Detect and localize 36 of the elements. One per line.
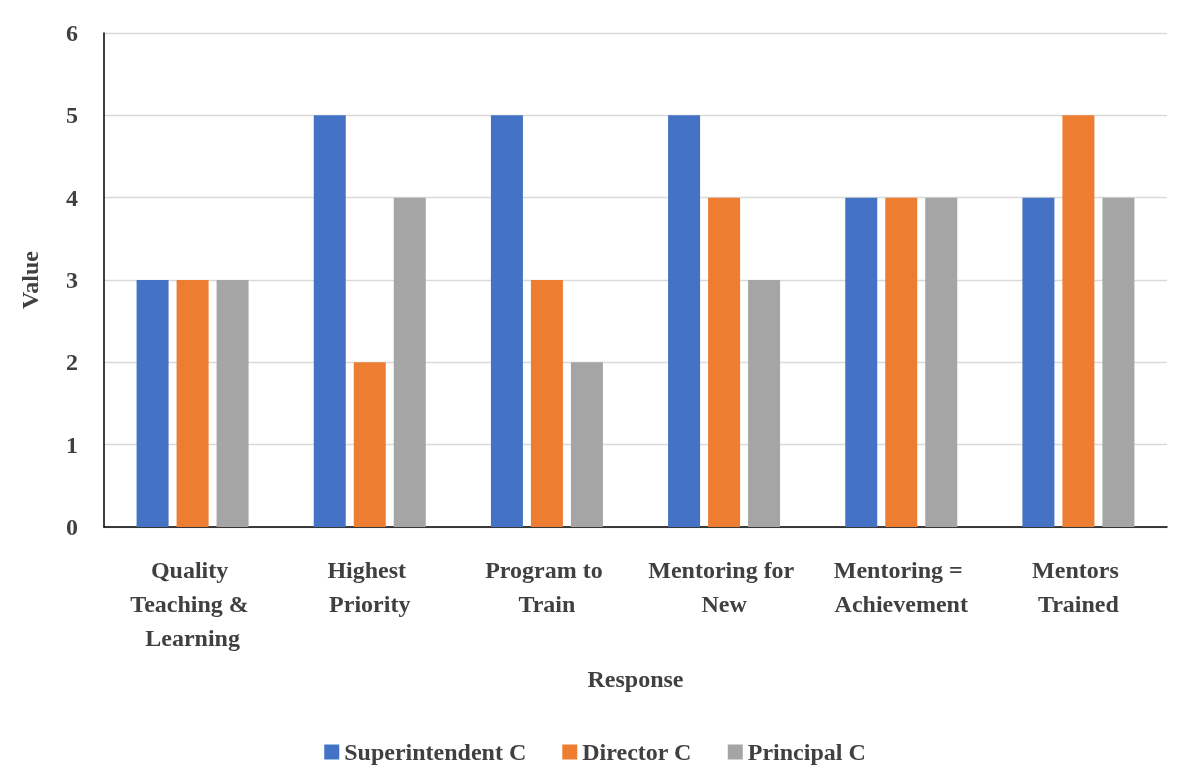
bar: [313, 115, 346, 527]
bar: [530, 280, 563, 527]
bar: [748, 280, 781, 527]
bar: [176, 280, 209, 527]
x-tick-label: Highest Priority: [327, 557, 413, 617]
bar: [490, 115, 523, 527]
bar: [353, 362, 386, 527]
y-axis-title: Value: [17, 250, 43, 309]
x-tick-label: Mentors Trained: [1032, 557, 1125, 617]
x-tick-label: Quality Teaching & Learning: [130, 557, 255, 651]
y-tick-label: 6: [66, 20, 78, 46]
bar: [393, 197, 426, 527]
x-tick-label: Mentoring = Achievement: [833, 557, 969, 617]
y-tick-label: 1: [66, 431, 78, 458]
y-tick-label: 2: [66, 349, 78, 376]
x-tick-label: Program to Train: [485, 557, 609, 617]
x-tick-label: Mentoring for New: [648, 557, 800, 617]
bar: [1062, 115, 1095, 527]
legend-label: Director C: [582, 739, 692, 765]
bar: [845, 197, 878, 527]
bar: [668, 115, 701, 527]
y-tick-label: 5: [66, 102, 78, 129]
legend-label: Principal C: [747, 739, 866, 765]
x-axis-title: Response: [587, 666, 684, 692]
bar: [1022, 197, 1055, 527]
bar: [136, 280, 169, 527]
bar: [1102, 197, 1135, 527]
bar: [570, 362, 603, 527]
legend-label: Superintendent C: [344, 739, 527, 765]
bar: [885, 197, 918, 527]
y-tick-label: 0: [66, 514, 78, 540]
bar: [216, 280, 249, 527]
y-tick-label: 3: [66, 267, 78, 293]
bar: [925, 197, 958, 527]
bar: [708, 197, 741, 527]
y-tick-label: 4: [66, 184, 78, 211]
